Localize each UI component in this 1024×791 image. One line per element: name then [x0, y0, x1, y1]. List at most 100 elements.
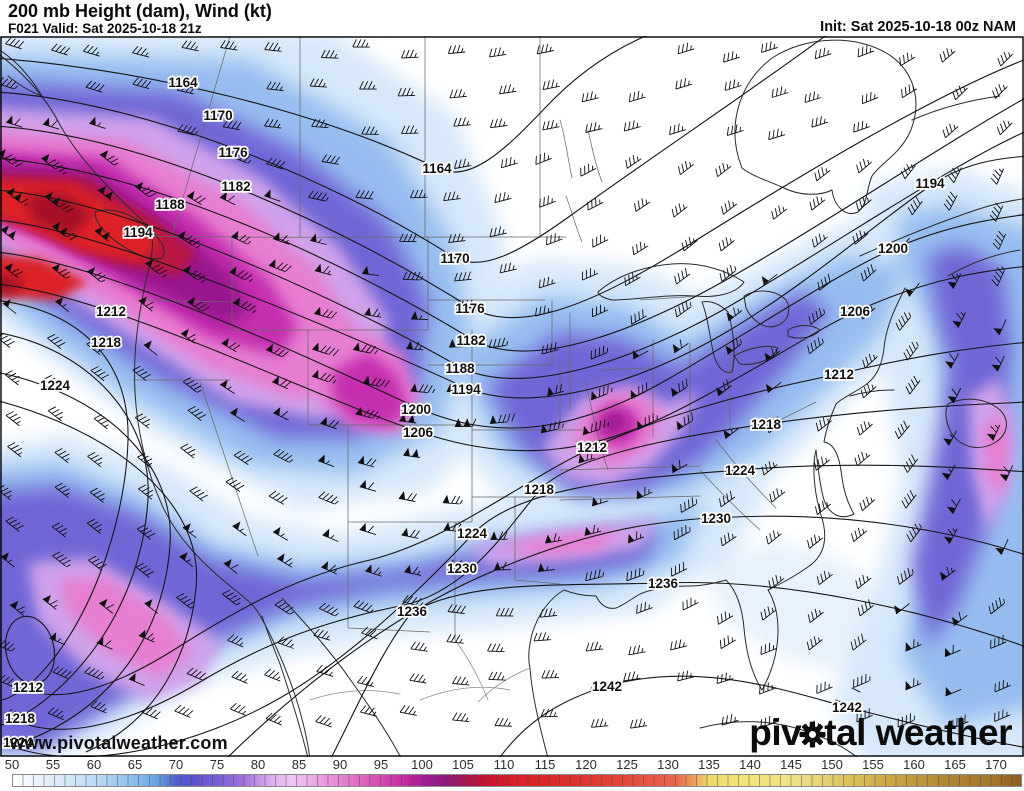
contour-label-1224: 1224	[457, 526, 488, 541]
contour-label-1224: 1224	[3, 735, 34, 750]
logo-text-weather: weather	[875, 712, 1013, 753]
contour-label-1170: 1170	[203, 108, 232, 123]
contour-label-1164: 1164	[168, 75, 198, 90]
colorbar-tick-110: 110	[493, 757, 515, 772]
colorbar-tick-145: 145	[780, 757, 802, 772]
contour-label-1182: 1182	[456, 333, 485, 348]
colorbar-tick-85: 85	[291, 757, 307, 772]
st-lawrence	[859, 95, 1024, 277]
contour-label-1218: 1218	[91, 335, 122, 350]
map-svg: 1164 1164 1170 1170 1176 1176 1182 1182 1188 1188…	[0, 36, 1024, 757]
valid-time-label: F021 Valid: Sat 2025-10-18 21z	[8, 21, 202, 36]
baja-gulf-coast	[261, 597, 402, 757]
colorbar-tick-65: 65	[127, 757, 143, 772]
contour-label-1206: 1206	[840, 304, 871, 319]
colorbar-tick-105: 105	[452, 757, 474, 772]
map-header: 200 mb Height (dam), Wind (kt) F021 Vali…	[0, 0, 1024, 36]
vancouver-island	[94, 209, 165, 260]
contour-label-1206: 1206	[403, 425, 434, 440]
colorbar-tick-155: 155	[862, 757, 884, 772]
state-borders-east	[559, 295, 817, 531]
colorbar-tick-130: 130	[657, 757, 679, 772]
cuba-coast	[699, 687, 861, 757]
colorbar-tick-160: 160	[903, 757, 925, 772]
nova-scotia	[945, 398, 1007, 449]
colorbar-tick-140: 140	[739, 757, 761, 772]
contour-label-1242: 1242	[832, 700, 862, 715]
contour-label-1200: 1200	[401, 402, 431, 417]
contour-label-1218: 1218	[524, 482, 555, 497]
colorbar-tick-150: 150	[821, 757, 843, 772]
colorbar-tick-125: 125	[616, 757, 638, 772]
contour-label-1230: 1230	[447, 561, 477, 576]
contour-label-1212: 1212	[96, 304, 126, 319]
state-borders-plains	[427, 299, 593, 585]
contour-label-1218: 1218	[5, 711, 36, 726]
wind-speed-colorbar: 50 55 60 65 70 75 80 85 90 95 100 105 110 115 120 125 13…	[0, 757, 1024, 791]
colorbar-tick-90: 90	[332, 757, 348, 772]
contour-label-1188: 1188	[445, 361, 475, 376]
maine-coast	[835, 287, 906, 405]
alaska-panhandle	[0, 49, 43, 97]
map-frame	[0, 36, 1024, 757]
contour-label-1236: 1236	[397, 604, 428, 619]
wind-barbs	[0, 37, 1014, 734]
lake-superior	[597, 263, 745, 301]
colorbar-tick-135: 135	[698, 757, 720, 772]
contour-label-1224: 1224	[40, 378, 71, 393]
mexico-state-lines	[309, 639, 531, 703]
contour-label-1212: 1212	[824, 367, 854, 382]
contour-label-1164: 1164	[422, 161, 452, 176]
contour-label-1194: 1194	[915, 176, 945, 191]
canada-border	[151, 235, 567, 238]
contour-label-1200: 1200	[878, 241, 908, 256]
contour-label-1176: 1176	[455, 301, 485, 316]
page-title: 200 mb Height (dam), Wind (kt)	[8, 1, 272, 21]
hudson-bay	[734, 39, 917, 214]
contour-label-1212: 1212	[577, 440, 607, 455]
colorbar-cells	[13, 775, 1021, 786]
lake-erie	[733, 345, 779, 365]
contour-label-1194: 1194	[451, 382, 481, 397]
wind-barb-strokes	[0, 37, 1014, 734]
pacific-coastline	[0, 54, 311, 757]
colorbar-tick-100: 100	[411, 757, 433, 772]
colorbar-gradient	[12, 774, 1022, 787]
contour-label-1230: 1230	[701, 511, 731, 526]
contour-label-1170: 1170	[440, 251, 469, 266]
colorbar-tick-115: 115	[534, 757, 556, 772]
colorbar-tick-60: 60	[86, 757, 102, 772]
colorbar-tick-50: 50	[4, 757, 20, 772]
long-island	[849, 389, 895, 397]
contour-label-1236: 1236	[648, 576, 679, 591]
pivotal-weather-logo: piv tal weather	[749, 712, 1012, 754]
contour-label-1194: 1194	[123, 225, 153, 240]
lake-huron	[743, 290, 790, 328]
contour-label-1218: 1218	[751, 417, 782, 432]
contour-label-1212: 1212	[13, 680, 43, 695]
contour-label-1224: 1224	[725, 463, 756, 478]
contour-label-1182: 1182	[221, 179, 250, 194]
gear-icon	[799, 721, 826, 748]
closed-low-contour	[4, 615, 56, 685]
colorbar-tick-80: 80	[250, 757, 266, 772]
lake-michigan	[701, 301, 735, 373]
init-time-label: Init: Sat 2025-10-18 00z NAM	[820, 19, 1016, 35]
colorbar-tick-165: 165	[944, 757, 966, 772]
colorbar-tick-120: 120	[575, 757, 597, 772]
logo-text-tal: tal	[824, 712, 866, 753]
colorbar-tick-170: 170	[985, 757, 1007, 772]
contour-label-layer: 1164 1164 1170 1170 1176 1176 1182 1182 1188 1188…	[1, 73, 947, 751]
colorbar-tick-70: 70	[168, 757, 184, 772]
wind-speed-shading	[0, 36, 1024, 757]
colorbar-tick-55: 55	[45, 757, 61, 772]
watermark-url: www.pivotalweather.com	[10, 733, 228, 753]
colorbar-tick-95: 95	[373, 757, 389, 772]
contour-label-1242: 1242	[592, 679, 622, 694]
logo-text-piv: piv	[749, 712, 802, 753]
contour-label-1188: 1188	[155, 197, 185, 212]
contour-label-1176: 1176	[218, 145, 248, 160]
colorbar-tick-75: 75	[209, 757, 225, 772]
map-canvas[interactable]: 1164 1164 1170 1170 1176 1176 1182 1182 1188 1188…	[0, 36, 1024, 757]
